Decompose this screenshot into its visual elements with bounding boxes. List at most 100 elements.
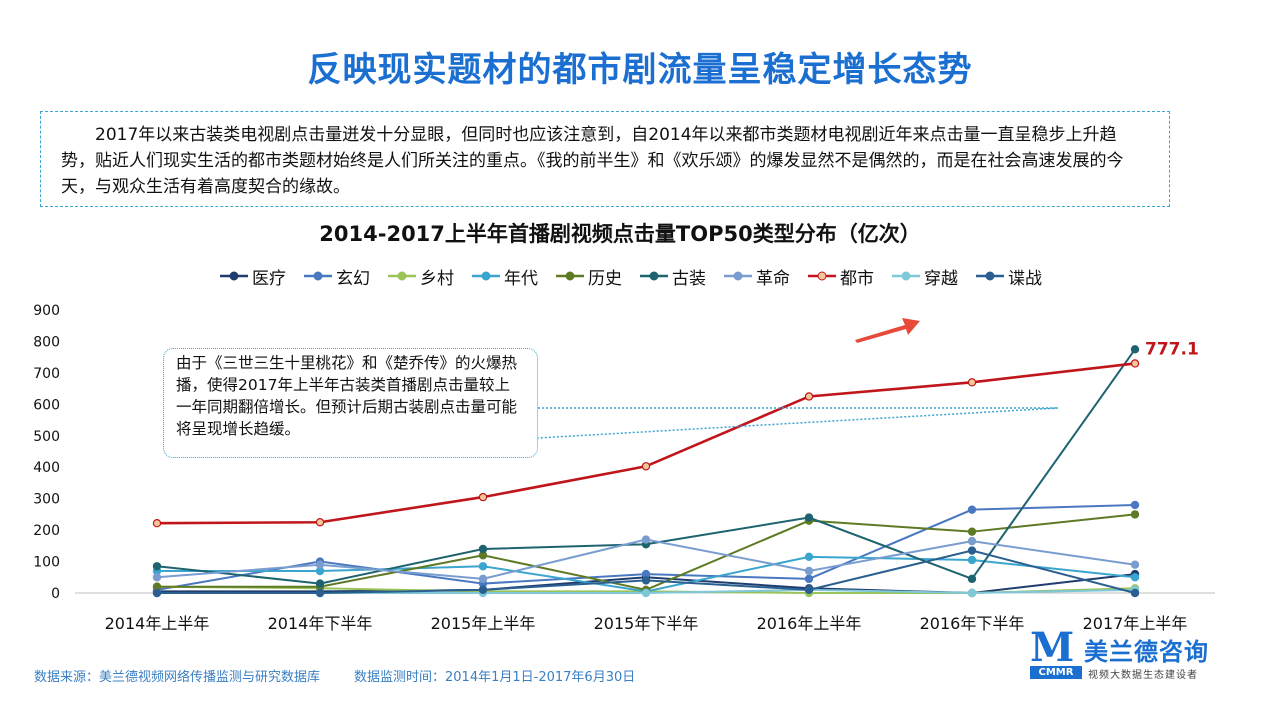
data-point-穿越 [641,588,651,598]
callout-pointer [537,407,1059,439]
legend-item: 谍战 [976,264,1042,289]
data-point-谍战 [967,546,977,555]
data-point-谍战 [315,588,325,598]
data-point-都市 [315,518,325,527]
y-tick-label: 500 [33,429,60,445]
legend-swatch-icon [220,271,248,281]
footer-period: 数据监测时间：2014年1月1日-2017年6月30日 [354,670,636,685]
legend-item: 医疗 [220,264,286,289]
data-point-古装 [1130,345,1140,354]
data-point-古装 [315,579,325,588]
y-tick-label: 0 [51,586,60,602]
data-point-穿越 [967,588,977,598]
chart-title: 2014-2017上半年首播剧视频点击量TOP50类型分布（亿次） [319,222,921,246]
data-point-谍战 [1130,588,1140,598]
legend-item: 都市 [808,264,874,289]
data-point-年代 [478,562,488,571]
footer: 数据来源：美兰德视频网络传播监测与研究数据库 数据监测时间：2014年1月1日-… [34,666,635,685]
legend-swatch-icon [388,271,416,281]
x-tick-label: 2014年下半年 [268,614,373,633]
legend-swatch-icon [892,271,920,281]
brand-logo: M 美兰德咨询 CMMR 视频大数据生态建设者 [1030,624,1240,681]
data-point-历史 [1130,510,1140,519]
legend-label: 玄幻 [336,268,370,289]
data-point-古装 [152,562,162,571]
legend-item: 穿越 [892,264,958,289]
data-point-年代 [967,555,977,565]
data-point-革命 [1130,560,1140,569]
data-point-谍战 [804,585,814,595]
data-point-都市 [967,378,977,387]
intro-paragraph: 2017年以来古装类电视剧点击量迸发十分显眼，但同时也应该注意到，自2014年以… [40,111,1170,207]
line-chart: 0 100 200 300 400 500 600 700 800 900 2014年上半年 2014… [33,303,1215,633]
y-tick-label: 600 [33,397,60,413]
trend-arrow-icon [855,318,920,343]
y-tick-label: 800 [33,334,60,350]
data-point-都市 [641,462,651,471]
x-tick-label: 2015年上半年 [431,614,536,633]
data-point-革命 [641,535,651,544]
footer-source: 数据来源：美兰德视频网络传播监测与研究数据库 [34,670,321,685]
legend-swatch-icon [724,271,752,281]
data-point-革命 [804,566,814,576]
legend-label: 历史 [588,268,622,289]
logo-sub: 视频大数据生态建设者 [1088,670,1198,681]
legend-swatch-icon [556,271,584,281]
legend-label: 穿越 [924,268,958,289]
y-tick-label: 400 [33,460,60,476]
legend-label: 医疗 [252,268,286,289]
legend-label: 谍战 [1008,268,1042,289]
y-tick-label: 700 [33,366,60,382]
data-label: 777.1 [1145,340,1199,360]
legend-item: 玄幻 [304,264,370,289]
data-point-谍战 [641,576,651,585]
legend-label: 都市 [840,268,874,289]
data-point-都市 [1130,359,1140,368]
data-point-年代 [1130,573,1140,582]
data-point-年代 [804,552,814,562]
x-tick-label: 2014年上半年 [105,614,210,633]
x-tick-label: 2017年上半年 [1083,614,1188,633]
data-point-古装 [967,574,977,584]
data-point-谍战 [478,585,488,595]
data-point-革命 [315,560,325,569]
data-point-都市 [478,492,488,502]
legend-item: 革命 [724,264,790,289]
legend-item: 年代 [472,264,538,289]
legend-swatch-icon [640,271,668,281]
data-point-革命 [152,573,162,582]
y-tick-label: 300 [33,492,60,508]
legend-item: 历史 [556,264,622,289]
data-point-玄幻 [967,505,977,514]
data-point-革命 [967,536,977,546]
data-point-历史 [967,527,977,536]
data-point-都市 [804,392,814,401]
y-tick-label: 900 [33,303,60,319]
legend-swatch-icon [304,271,332,281]
legend-item: 古装 [640,264,706,289]
callout-note: 由于《三世三生十里桃花》和《楚乔传》的火爆热播，使得2017年上半年古装类首播剧… [163,348,538,458]
logo-mark: M [1030,624,1075,671]
x-tick-label: 2016年下半年 [920,614,1025,633]
legend-swatch-icon [808,271,836,281]
y-tick-label: 200 [33,523,60,539]
chart-legend: 医疗 玄幻 乡村 年代 历史 古装 革命 都市 穿越 谍战 [220,262,1042,290]
logo-bar: CMMR [1030,666,1082,679]
data-point-玄幻 [804,574,814,584]
data-point-谍战 [152,588,162,598]
y-tick-label: 100 [33,555,60,571]
logo-text: 美兰德咨询 [1084,638,1209,666]
x-tick-label: 2016年上半年 [757,614,862,633]
data-point-古装 [478,544,488,554]
legend-label: 古装 [672,268,706,289]
x-tick-label: 2015年下半年 [594,614,699,633]
legend-item: 乡村 [388,264,454,289]
legend-label: 乡村 [420,268,454,289]
legend-swatch-icon [472,271,500,281]
data-point-玄幻 [1130,500,1140,510]
data-point-革命 [478,574,488,584]
data-point-古装 [804,513,814,522]
legend-label: 革命 [756,268,790,289]
legend-label: 年代 [504,268,538,289]
legend-swatch-icon [976,271,1004,281]
